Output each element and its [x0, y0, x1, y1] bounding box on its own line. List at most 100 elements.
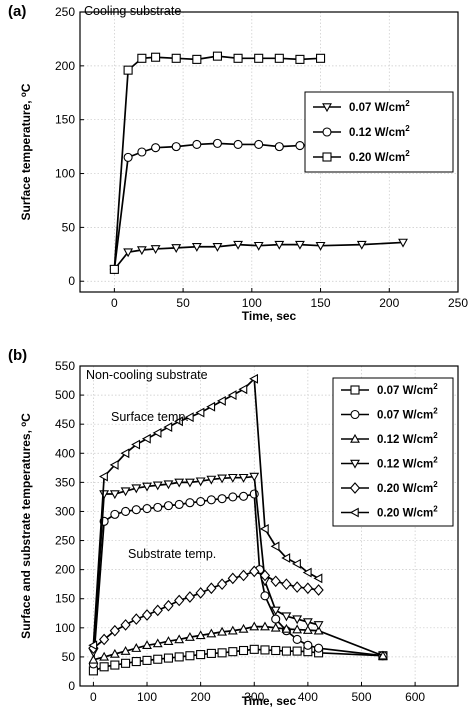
- b-series-3-point: [378, 650, 388, 660]
- a-series-2-point: [254, 139, 264, 150]
- b-series-2-point: [142, 503, 152, 514]
- a-series-1-point: [123, 248, 134, 258]
- b-legend-label-text: 0.07 W/cm: [377, 410, 433, 422]
- b-series-5-point: [238, 569, 249, 582]
- b-series-2-point: [314, 643, 324, 653]
- b-series-6-point: [152, 427, 162, 438]
- a-legend-entry: 0.12 W/cm2: [313, 124, 410, 139]
- b-series-3-point: [195, 630, 206, 640]
- a-series-3-point: [233, 53, 243, 63]
- b-series-3-point: [281, 623, 292, 633]
- a-x-tick-label: 0: [111, 296, 118, 310]
- b-series-2-point: [260, 591, 270, 601]
- b-series-5-point: [141, 609, 153, 621]
- b-series-6-point: [270, 541, 280, 552]
- b-series-2-point: [238, 491, 249, 501]
- a-legend-label-sup: 2: [405, 149, 410, 158]
- chart-a-y-axis-label: Surface temperature, oC: [19, 83, 33, 220]
- b-series-5-point: [195, 587, 206, 599]
- b-legend-label-sup: 2: [433, 407, 438, 416]
- a-y-tick-label: 250: [55, 5, 75, 19]
- b-series-1-point: [228, 647, 238, 657]
- b-legend-label: 0.12 W/cm2: [377, 431, 438, 446]
- b-legend-marker: [350, 409, 360, 420]
- b-series-3-point: [227, 625, 238, 635]
- b-series-5-point: [184, 591, 196, 603]
- chart-a: 0 50 100 150 200 250 0 50 100 150 200 250 (a) Cooli…: [8, 3, 468, 323]
- b-legend-entry: 0.20 W/cm2: [341, 480, 438, 495]
- a-series-1-point: [398, 238, 408, 248]
- b-series-3-point: [217, 626, 228, 636]
- b-series-2-point: [271, 614, 281, 624]
- b-series-4-point: [238, 473, 249, 483]
- chart-b: 0 100 200 300 400 500 600 0 50 100 150 200 250 300 350…: [8, 347, 459, 708]
- b-series-6-point: [174, 416, 183, 427]
- a-series-2-point: [274, 142, 284, 152]
- a-series-2-point: [233, 139, 243, 150]
- b-series-1-point: [121, 658, 131, 668]
- b-series-4-point: [249, 472, 260, 482]
- b-series-5-point: [270, 575, 281, 588]
- a-y-tick-label: 200: [55, 59, 75, 73]
- chart-a-y-label-unit: C: [19, 83, 33, 92]
- a-series-1-point: [315, 241, 326, 251]
- b-y-tick-label: 300: [55, 504, 75, 518]
- b-x-tick-label: 100: [137, 690, 157, 704]
- b-series-2-point: [110, 509, 120, 519]
- a-series-3-point: [274, 53, 284, 63]
- b-series-6-point: [216, 395, 226, 406]
- chart-b-y-label-text: Surface and substrate temperatures,: [19, 427, 33, 639]
- b-x-tick-label: 500: [351, 690, 371, 704]
- b-series-6-point: [195, 407, 205, 418]
- a-series-3-point: [109, 264, 119, 274]
- b-series-3-point: [131, 643, 142, 652]
- b-legend-label-text: 0.12 W/cm: [377, 434, 433, 446]
- b-series-2-point: [185, 498, 195, 508]
- a-series-3-point: [295, 54, 305, 64]
- b-series-1: [88, 644, 388, 676]
- b-series-2-point: [228, 492, 238, 502]
- b-series-1-point: [131, 657, 141, 667]
- b-series-2-point: [121, 506, 131, 517]
- b-series-2-point: [217, 494, 227, 504]
- b-series-6-point: [249, 373, 259, 384]
- b-series-6-point: [292, 558, 301, 569]
- b-series-4-point: [120, 487, 131, 497]
- b-series-1-point: [260, 645, 270, 655]
- b-series-1-point: [142, 655, 152, 665]
- b-series-4-point: [99, 490, 110, 500]
- b-x-tick-label: 600: [405, 690, 425, 704]
- b-series-4-line: [92, 475, 319, 653]
- b-series-2-point: [131, 505, 141, 515]
- a-series-1-point: [212, 243, 223, 252]
- b-series-1-point: [196, 650, 206, 660]
- chart-b-annotation-surface: Surface temp.: [111, 410, 189, 424]
- b-series-1-point: [249, 644, 259, 654]
- b-series-5-point: [249, 565, 260, 578]
- b-series-5-point: [152, 604, 163, 617]
- a-series-2-point: [151, 143, 161, 153]
- b-series-4-point: [163, 480, 174, 490]
- b-series-3-point: [142, 640, 152, 650]
- b-series-4-point: [227, 473, 238, 483]
- b-legend-marker: [350, 459, 360, 469]
- chart-b-y-axis-label: Surface and substrate temperatures, oC: [19, 413, 33, 639]
- b-series-2-point: [196, 497, 206, 507]
- b-x-tick-label: 300: [244, 690, 264, 704]
- b-series-3-point: [163, 636, 174, 645]
- a-y-tick-label: 150: [55, 113, 75, 127]
- b-legend-label-sup: 2: [433, 480, 438, 489]
- b-y-tick-label: 350: [55, 475, 75, 489]
- a-x-tick-label: 150: [311, 296, 331, 310]
- b-series-6-point: [109, 459, 119, 470]
- b-series-5-point: [109, 624, 120, 637]
- a-series-2-point: [171, 142, 181, 152]
- b-series-6-point: [163, 422, 173, 433]
- chart-a-panel-label: (a): [8, 3, 26, 20]
- b-series-6-point: [281, 553, 291, 563]
- a-legend-label: 0.07 W/cm2: [349, 99, 410, 114]
- b-series-3-point: [313, 625, 324, 635]
- chart-b-plot-area: [79, 365, 459, 687]
- chart-a-title: Cooling substrate: [84, 4, 181, 18]
